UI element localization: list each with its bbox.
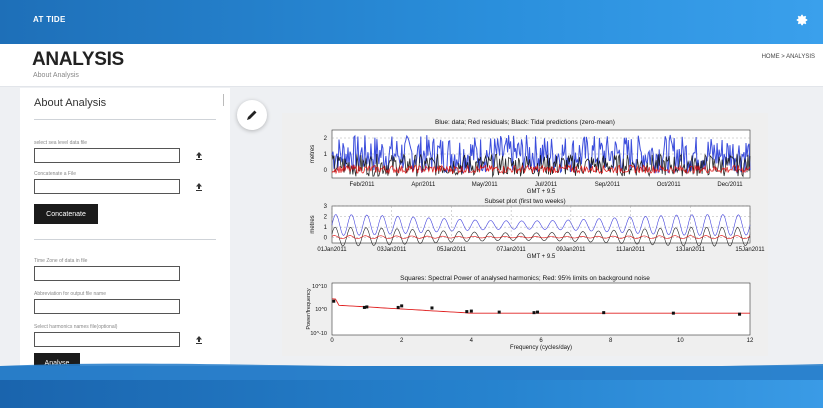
page-header: ANALYSIS About Analysis HOME > ANALYSIS — [0, 44, 823, 87]
abbreviation-input[interactable] — [34, 299, 180, 314]
page-title: ANALYSIS — [32, 49, 124, 70]
tidal-analysis-svg: Blue: data; Red residuals; Black: Tidal … — [306, 119, 765, 351]
analysis-form-panel: About Analysis select sea level data fil… — [20, 88, 230, 378]
chart-3-data-point — [532, 311, 536, 315]
chart-2-xtick-label: 15Jan2011 — [735, 247, 765, 253]
tidal-analysis-figure: Blue: data; Red residuals; Black: Tidal … — [282, 113, 768, 356]
chart-2-ytick-label: 0 — [324, 236, 328, 242]
chart-2-xtick-label: 09Jan2011 — [556, 247, 586, 253]
abbreviation-label: Abbreviation for output file name — [34, 291, 106, 297]
chart-3-xtick-label: 6 — [539, 338, 543, 344]
edit-button[interactable] — [237, 100, 267, 130]
chart-3-data-point — [362, 305, 366, 309]
chart-3-ytick-label: 10^-10 — [310, 331, 327, 337]
chart-3-data-point — [332, 299, 336, 303]
top-navbar: AT TIDE — [0, 0, 823, 44]
chart-3-xtick-label: 8 — [609, 338, 613, 344]
chart-1-ytick-label: 2 — [324, 136, 328, 142]
chart-3-ytick-label: 10^0 — [315, 307, 327, 313]
page-subtitle: About Analysis — [33, 72, 79, 79]
chart-3-data-point — [602, 311, 606, 315]
chart-1-series-line — [331, 134, 751, 174]
timezone-label: Time Zone of data in file — [34, 258, 88, 264]
sea-level-file-label: select sea level data file — [34, 140, 88, 146]
chart-2-series-line — [331, 214, 751, 236]
chart-1-ytick-label: 0 — [324, 168, 328, 174]
chart-2-xtick-label: 05Jan2011 — [437, 247, 467, 253]
footer-wave — [0, 363, 823, 380]
divider — [34, 239, 216, 240]
chart-1-series-line — [331, 153, 751, 178]
concatenate-file-label: Concatenate a File — [34, 171, 76, 177]
chart-1-ylabel: metres — [310, 145, 316, 163]
chart-1-xtick-label: Dec/2011 — [717, 182, 743, 188]
chart-2-series-line — [331, 235, 751, 240]
harmonics-file-label: Select harmonics names file(optional) — [34, 324, 118, 330]
upload-icon[interactable] — [194, 335, 204, 345]
chart-1-series-line — [331, 163, 751, 175]
chart-3-noise-line — [331, 298, 750, 314]
panel-divider — [223, 94, 224, 106]
chart-2-ylabel: metres — [310, 215, 316, 233]
chart-2-ytick-label: 1 — [324, 225, 328, 231]
chart-2-xtick-label: 07Jan2011 — [497, 247, 527, 253]
chart-1-xtick-label: Sep/2011 — [595, 182, 621, 188]
chart-3-data-point — [536, 310, 540, 314]
chart-1-xtick-label: Oct/2011 — [657, 182, 682, 188]
chart-1-xtick-label: May/2011 — [472, 182, 499, 188]
breadcrumb[interactable]: HOME > ANALYSIS — [761, 54, 815, 60]
harmonics-file-input[interactable] — [34, 332, 180, 347]
chart-3-xlabel: Frequency (cycles/day) — [510, 345, 572, 351]
chart-1-xlabel: GMT + 9.5 — [527, 189, 556, 195]
sea-level-file-input[interactable] — [34, 148, 180, 163]
chart-3-xtick-label: 10 — [677, 338, 684, 344]
chart-3-ytick-label: 10^10 — [312, 284, 327, 290]
chart-3-data-point — [430, 306, 434, 310]
chart-1-xtick-label: Apr/2011 — [411, 182, 436, 188]
pencil-icon — [247, 110, 257, 120]
chart-3-data-point — [365, 305, 369, 309]
chart-1-ytick-label: 1 — [324, 152, 328, 158]
chart-3-data-point — [396, 305, 400, 309]
chart-2-xlabel: GMT + 9.5 — [527, 254, 556, 260]
divider — [34, 119, 216, 120]
chart-2-title: Subset plot (first two weeks) — [484, 198, 565, 205]
chart-3-data-point — [738, 312, 742, 316]
chart-2-xtick-label: 13Jan2011 — [676, 247, 706, 253]
upload-icon[interactable] — [194, 151, 204, 161]
chart-2-ytick-label: 3 — [324, 204, 328, 210]
chart-2-xtick-label: 03Jan2011 — [377, 247, 407, 253]
chart-1-xtick-label: Feb/2011 — [350, 182, 376, 188]
chart-2-ytick-label: 2 — [324, 215, 328, 221]
chart-3-xtick-label: 4 — [470, 338, 474, 344]
chart-3-data-point — [400, 304, 404, 308]
chart-3-ylabel: Power/frequency — [306, 288, 312, 330]
chart-2-xtick-label: 01Jan2011 — [317, 247, 347, 253]
concatenate-button[interactable]: Concatenate — [34, 204, 98, 224]
chart-3-data-point — [465, 310, 469, 314]
chart-3-xtick-label: 0 — [330, 338, 334, 344]
chart-2-xtick-label: 11Jan2011 — [616, 247, 645, 253]
form-heading: About Analysis — [34, 97, 107, 109]
chart-3-data-point — [497, 310, 501, 314]
chart-3-xtick-label: 2 — [400, 338, 404, 344]
upload-icon[interactable] — [194, 182, 204, 192]
gear-icon[interactable] — [795, 13, 809, 27]
chart-3-title: Squares: Spectral Power of analysed harm… — [400, 275, 650, 282]
chart-1-xtick-label: Jul/2011 — [535, 182, 558, 188]
timezone-input[interactable] — [34, 266, 180, 281]
chart-1-title: Blue: data; Red residuals; Black: Tidal … — [435, 119, 615, 126]
chart-3-data-point — [469, 309, 473, 313]
concatenate-file-input[interactable] — [34, 179, 180, 194]
brand-logo[interactable]: AT TIDE — [33, 15, 66, 24]
chart-3-xtick-label: 12 — [747, 338, 754, 344]
chart-3-data-point — [671, 311, 675, 315]
